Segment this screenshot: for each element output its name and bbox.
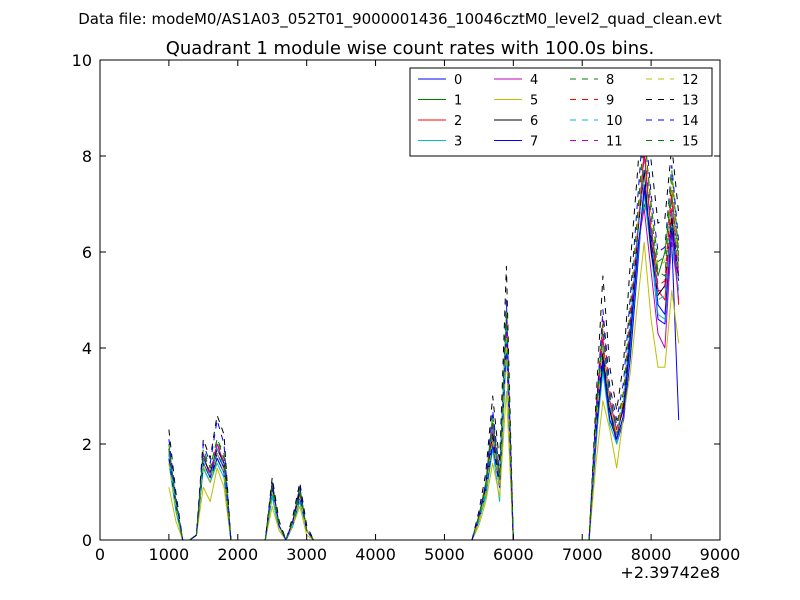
legend-label-13: 13 (682, 94, 699, 109)
x-tick-label: 5000 (424, 545, 465, 564)
legend-label-6: 6 (530, 114, 538, 129)
legend-label-15: 15 (682, 135, 699, 150)
x-offset-label: +2.39742e8 (620, 563, 720, 582)
legend-frame (409, 67, 713, 157)
legend-label-11: 11 (606, 135, 623, 150)
chart-title: Quadrant 1 module wise count rates with … (166, 38, 655, 59)
legend-label-3: 3 (454, 135, 462, 150)
legend-label-10: 10 (606, 114, 623, 129)
x-tick-label: 8000 (631, 545, 672, 564)
legend-label-4: 4 (530, 73, 538, 88)
x-tick-label: 7000 (562, 545, 603, 564)
y-tick-label: 6 (82, 243, 92, 262)
y-tick-label: 10 (72, 51, 92, 70)
legend-label-9: 9 (606, 94, 614, 109)
x-tick-label: 2000 (217, 545, 258, 564)
x-tick-label: 6000 (493, 545, 534, 564)
x-tick-label: 4000 (355, 545, 396, 564)
y-tick-label: 8 (82, 147, 92, 166)
y-tick-label: 2 (82, 435, 92, 454)
x-tick-label: 9000 (700, 545, 741, 564)
x-tick-label: 3000 (286, 545, 327, 564)
y-tick-label: 0 (82, 531, 92, 550)
legend-label-2: 2 (454, 114, 462, 129)
legend-label-12: 12 (682, 73, 699, 88)
legend-label-7: 7 (530, 135, 538, 150)
legend-label-8: 8 (606, 73, 614, 88)
x-tick-label: 1000 (149, 545, 190, 564)
y-tick-label: 4 (82, 339, 92, 358)
legend-label-0: 0 (454, 73, 462, 88)
legend-label-14: 14 (682, 114, 699, 129)
series-line-11 (168, 155, 680, 541)
axis-ticks: 0 1000 2000 3000 4000 5000 6000 7000 8000 9000 0 2 4… (72, 51, 741, 564)
legend-label-1: 1 (454, 94, 462, 109)
x-tick-label: 0 (95, 545, 105, 564)
legend-label-5: 5 (530, 94, 538, 109)
figure-suptitle: Data file: modeM0/AS1A03_052T01_90000014… (78, 10, 722, 29)
plot-frame (99, 59, 721, 541)
